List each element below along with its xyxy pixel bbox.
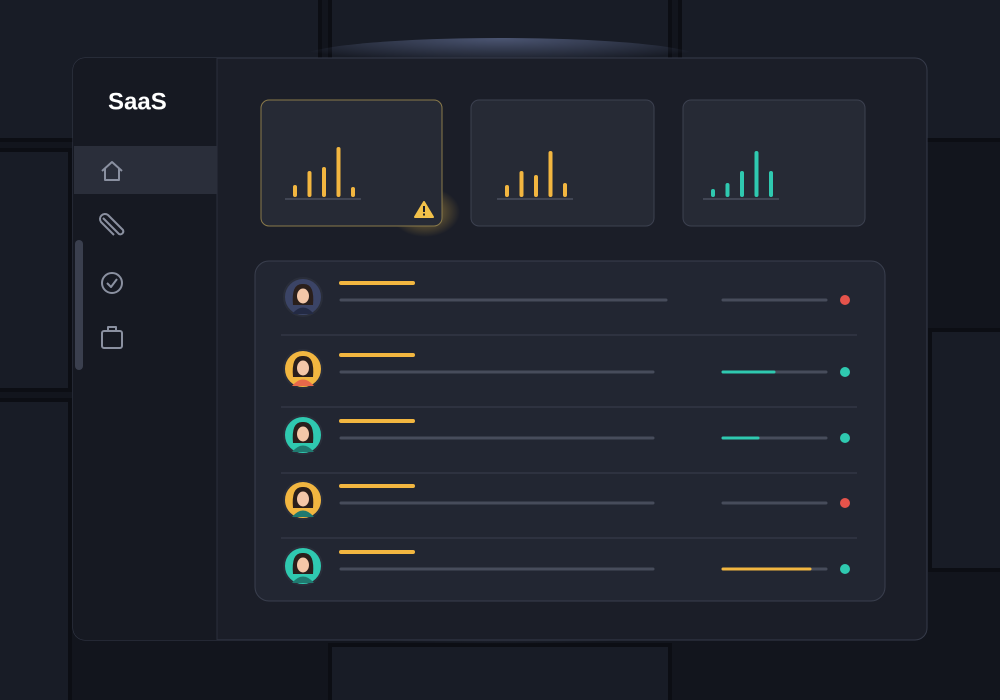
cards [260, 99, 866, 227]
card-frame [682, 99, 866, 227]
briefcase-handle [107, 326, 117, 331]
mini-bar [505, 185, 509, 197]
user-rows [281, 277, 857, 586]
mini-bar [740, 171, 744, 197]
home-icon[interactable] [101, 161, 123, 181]
briefcase-icon[interactable] [101, 330, 123, 349]
status-dot [840, 564, 850, 574]
tile [0, 148, 72, 392]
status-dot [840, 367, 850, 377]
app-title: SaaS [108, 88, 167, 115]
avatar-face [297, 426, 309, 442]
user-list-panel [254, 260, 886, 602]
mini-bar [563, 183, 567, 197]
mini-bar [754, 151, 759, 197]
mini-bar [769, 171, 773, 197]
avatar-body [292, 576, 314, 583]
nav-item-active[interactable] [74, 146, 217, 194]
avatar-body [292, 445, 314, 452]
warning-mark [423, 206, 425, 212]
user-row[interactable] [283, 480, 850, 520]
scrollbar [75, 240, 83, 370]
user-row[interactable] [283, 277, 850, 317]
mini-bar [351, 187, 355, 197]
user-row[interactable] [283, 546, 850, 586]
check-mark [106, 278, 118, 288]
mini-bar [534, 175, 538, 197]
tasks-icon[interactable] [101, 272, 123, 294]
mini-bar [548, 151, 553, 197]
mini-bar [307, 171, 312, 197]
status-dot [840, 498, 850, 508]
user-row[interactable] [283, 349, 850, 389]
card-frame [470, 99, 655, 227]
avatar-face [297, 557, 309, 573]
avatar-face [297, 288, 309, 304]
avatar-body [292, 307, 314, 314]
chart-card[interactable] [470, 99, 655, 227]
avatar-body [292, 510, 314, 517]
mini-bar [322, 167, 326, 197]
sidebar [73, 58, 217, 640]
warning-badge [414, 201, 434, 218]
avatar-body [292, 379, 314, 386]
card-frame [260, 99, 443, 227]
status-dot [840, 433, 850, 443]
chart-card[interactable] [260, 99, 443, 227]
avatar-face [297, 491, 309, 507]
nav-icons [99, 161, 125, 349]
mini-bar [336, 147, 341, 197]
mini-bar [725, 183, 730, 197]
chart-card[interactable] [682, 99, 866, 227]
avatar-face [297, 360, 309, 376]
warning-dot [423, 213, 425, 216]
tile [0, 398, 72, 700]
mini-bar [519, 171, 524, 197]
mini-bar [293, 185, 297, 197]
attachment-icon[interactable] [99, 213, 125, 236]
user-row[interactable] [283, 415, 850, 455]
tile [928, 328, 1000, 572]
status-dot [840, 295, 850, 305]
mini-bar [711, 189, 715, 197]
